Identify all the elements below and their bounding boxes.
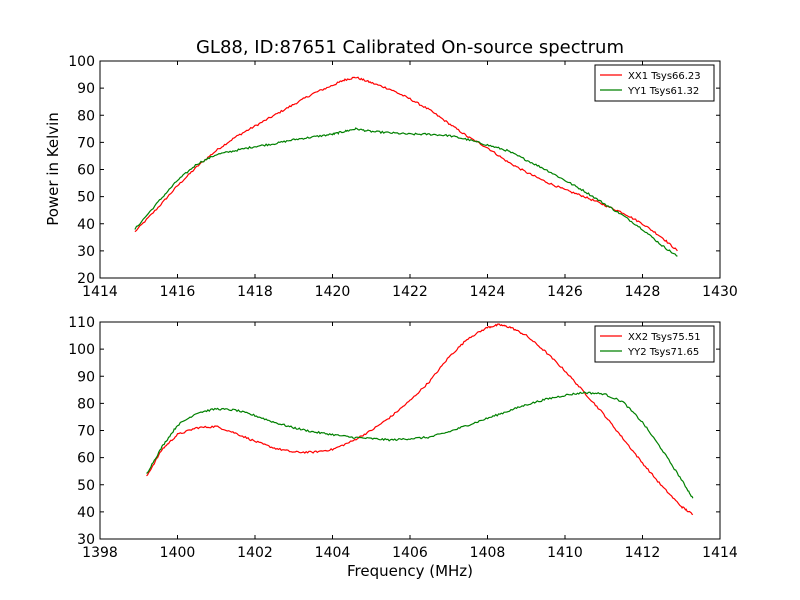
y-tick-label: 80 <box>77 396 95 412</box>
x-tick-label: 1410 <box>547 545 583 561</box>
x-tick-label: 1412 <box>625 545 661 561</box>
legend-label: XX2 Tsys75.51 <box>628 332 701 343</box>
series-line-2 <box>146 391 694 499</box>
series-line-2 <box>134 127 678 257</box>
y-tick-label: 40 <box>77 217 95 233</box>
x-tick-label: 1404 <box>315 545 351 561</box>
y-tick-label: 90 <box>77 369 95 385</box>
x-axis-label: Frequency (MHz) <box>347 562 473 580</box>
x-tick-label: 1406 <box>392 545 428 561</box>
legend-label: XX1 Tsys66.23 <box>628 71 701 82</box>
y-axis-label: Power in Kelvin <box>44 112 62 226</box>
y-tick-label: 30 <box>77 532 95 548</box>
x-tick-label: 1430 <box>702 284 738 300</box>
x-tick-label: 1424 <box>470 284 506 300</box>
y-tick-label: 90 <box>77 81 95 97</box>
x-tick-label: 1418 <box>237 284 273 300</box>
y-tick-label: 100 <box>68 342 95 358</box>
y-tick-label: 50 <box>77 478 95 494</box>
y-tick-label: 20 <box>77 271 95 287</box>
y-tick-label: 30 <box>77 244 95 260</box>
x-tick-label: 1428 <box>625 284 661 300</box>
legend: XX2 Tsys75.51 YY2 Tsys71.65 <box>594 325 715 363</box>
legend-label: YY1 Tsys61.32 <box>627 86 699 97</box>
x-tick-label: 1414 <box>82 284 118 300</box>
chart-panels: 1414 1416 1418 1420 1422 1424 1426 1428 1430 20 30… <box>68 54 738 561</box>
x-tick-label: 1408 <box>470 545 506 561</box>
legend-label: YY2 Tsys71.65 <box>627 347 699 358</box>
x-tick-label: 1402 <box>237 545 273 561</box>
x-tick-label: 1420 <box>315 284 351 300</box>
y-tick-label: 40 <box>77 505 95 521</box>
y-tick-label: 50 <box>77 190 95 206</box>
x-tick-label: 1422 <box>392 284 428 300</box>
y-tick-label: 100 <box>68 54 95 70</box>
legend-box <box>594 64 715 102</box>
chart-panel-1: 1414 1416 1418 1420 1422 1424 1426 1428 1430 20 30… <box>68 54 738 300</box>
y-tick-label: 70 <box>77 135 95 151</box>
series-line-1 <box>146 323 694 516</box>
y-tick-label: 70 <box>77 424 95 440</box>
series-line-1 <box>134 76 678 252</box>
x-tick-label: 1414 <box>702 545 738 561</box>
y-tick-label: 80 <box>77 108 95 124</box>
legend: XX1 Tsys66.23 YY1 Tsys61.32 <box>594 64 715 102</box>
legend-box <box>594 325 715 363</box>
x-tick-label: 1400 <box>160 545 196 561</box>
y-tick-label: 60 <box>77 163 95 179</box>
x-tick-label: 1416 <box>160 284 196 300</box>
x-tick-label: 1398 <box>82 545 118 561</box>
chart-panel-2: 1398 1400 1402 1404 1406 1408 1410 1412 1414 30 40… <box>68 315 738 561</box>
x-tick-label: 1426 <box>547 284 583 300</box>
y-tick-label: 110 <box>68 315 95 331</box>
y-tick-label: 60 <box>77 451 95 467</box>
figure-title: GL88, ID:87651 Calibrated On-source spec… <box>196 37 624 58</box>
